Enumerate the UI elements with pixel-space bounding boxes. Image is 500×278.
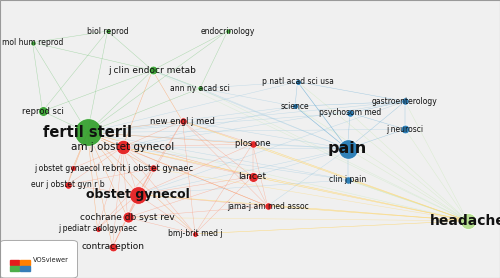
Text: contraception: contraception [81, 242, 144, 251]
Point [401, 127, 409, 131]
Point [104, 29, 112, 33]
Point [401, 99, 409, 104]
Point [94, 227, 102, 231]
Text: psychosom med: psychosom med [319, 108, 381, 117]
Text: am j obstet gynecol: am j obstet gynecol [71, 142, 174, 152]
Text: pain: pain [328, 141, 367, 156]
Bar [10, 266, 19, 271]
Bar [20, 260, 30, 265]
Text: eur j obstet gyn r b: eur j obstet gyn r b [30, 180, 104, 189]
Text: gastroenterology: gastroenterology [372, 97, 438, 106]
Text: j pediatr adolgynaec: j pediatr adolgynaec [58, 224, 137, 234]
Bar [20, 266, 30, 271]
Point [134, 192, 141, 197]
Point [124, 215, 132, 220]
Point [294, 80, 302, 84]
Point [264, 204, 272, 208]
Text: p natl acad sci usa: p natl acad sci usa [262, 77, 334, 86]
Text: plos one: plos one [234, 139, 270, 148]
Text: endocrinology: endocrinology [200, 27, 254, 36]
Text: clin j pain: clin j pain [329, 175, 366, 184]
Point [178, 119, 186, 123]
Point [148, 166, 156, 171]
Text: j clin endocr metab: j clin endocr metab [108, 66, 196, 75]
Point [346, 111, 354, 115]
Point [291, 104, 299, 108]
Point [108, 245, 116, 249]
Text: new engl j med: new engl j med [150, 116, 215, 125]
Point [38, 109, 46, 113]
Text: cochrane db syst rev: cochrane db syst rev [80, 213, 175, 222]
Text: bmj-brit med j: bmj-brit med j [168, 229, 222, 238]
Bar [10, 260, 19, 265]
Text: obstet gynecol: obstet gynecol [86, 188, 190, 201]
Text: lancet: lancet [238, 172, 266, 181]
Text: jama-j am med assoc: jama-j am med assoc [226, 202, 308, 210]
Point [344, 178, 351, 182]
Text: VOSviewer: VOSviewer [32, 257, 68, 263]
Point [64, 183, 72, 187]
Text: science: science [280, 102, 310, 111]
Text: j neurosci: j neurosci [386, 125, 424, 134]
Text: reprod sci: reprod sci [22, 107, 64, 116]
Text: headache: headache [430, 214, 500, 228]
FancyBboxPatch shape [0, 240, 78, 278]
Point [248, 174, 256, 179]
Point [224, 29, 232, 33]
Text: mol hum reprod: mol hum reprod [2, 38, 63, 47]
Text: ann ny acad sci: ann ny acad sci [170, 84, 230, 93]
Text: j obstet gynaecol re: j obstet gynaecol re [34, 164, 110, 173]
Text: fertil steril: fertil steril [43, 125, 132, 140]
Point [248, 142, 256, 146]
Text: biol reprod: biol reprod [86, 27, 128, 36]
Text: brit j obstet gynaec: brit j obstet gynaec [112, 164, 194, 173]
Point [28, 40, 36, 45]
Point [68, 166, 76, 171]
Point [464, 219, 471, 223]
Point [148, 68, 156, 73]
Point [191, 232, 199, 236]
Point [118, 145, 126, 149]
Point [344, 147, 351, 151]
Point [84, 130, 92, 135]
Point [196, 86, 204, 91]
